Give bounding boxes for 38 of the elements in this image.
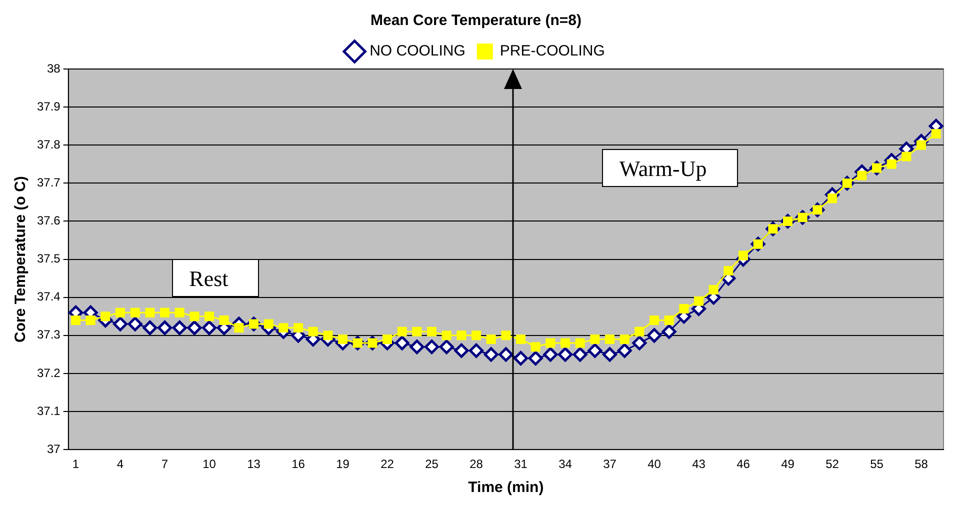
x-tick-label: 55 <box>870 457 884 472</box>
x-tick-label: 22 <box>380 457 394 472</box>
legend-label: NO COOLING <box>370 42 466 60</box>
y-tick-label: 37.7 <box>36 175 61 190</box>
x-tick-label: 7 <box>161 457 168 472</box>
legend-label: PRE-COOLING <box>500 42 605 60</box>
y-tick-label: 37.8 <box>36 137 61 152</box>
x-tick-label: 16 <box>292 457 306 472</box>
y-tick-label: 37.2 <box>36 366 61 380</box>
y-tick-label: 37.5 <box>36 252 61 266</box>
x-tick-label: 40 <box>648 457 662 472</box>
x-tick-label: 37 <box>603 457 617 472</box>
x-axis-title: Time (min) <box>468 479 544 496</box>
y-tick-label: 38 <box>46 61 61 76</box>
annotation: Rest <box>172 259 260 298</box>
y-axis-title: Core Temperature (o C) <box>12 176 30 343</box>
y-tick-label: 37.4 <box>36 290 61 304</box>
x-tick-label: 13 <box>247 457 261 472</box>
y-tick-label: 37.3 <box>36 328 61 342</box>
x-tick-label: 52 <box>826 457 840 472</box>
x-tick-label: 28 <box>470 457 484 472</box>
annotation: Warm-Up <box>602 148 738 187</box>
x-tick-label: 46 <box>736 457 750 472</box>
y-tick-label: 37 <box>46 442 61 456</box>
x-tick-label: 1 <box>72 457 80 472</box>
y-tick-label: 37.1 <box>36 404 61 418</box>
x-tick-label: 25 <box>425 457 439 472</box>
x-tick-label: 49 <box>781 457 795 472</box>
chart-title: Mean Core Temperature (n=8) <box>370 12 582 30</box>
x-tick-label: 19 <box>336 457 350 472</box>
x-tick-label: 43 <box>692 457 706 472</box>
y-tick-label: 37.9 <box>36 99 61 114</box>
x-tick-label: 34 <box>558 457 572 472</box>
x-tick-label: 31 <box>514 457 528 472</box>
y-tick-label: 37.6 <box>36 214 61 228</box>
x-tick-label: 58 <box>914 457 928 472</box>
x-tick-label: 10 <box>202 457 216 472</box>
x-tick-label: 4 <box>116 457 124 472</box>
